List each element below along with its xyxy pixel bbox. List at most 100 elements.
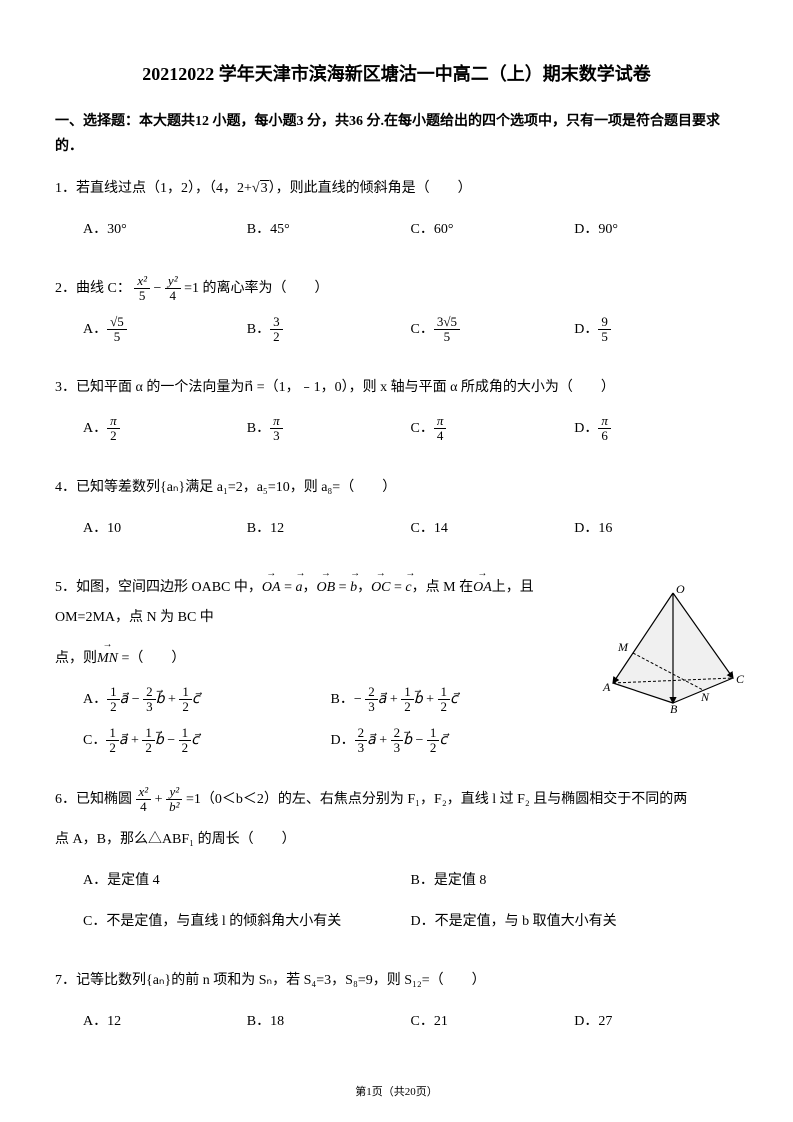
- q5-post3: =（ ）: [118, 651, 185, 666]
- q6-xden: 4: [136, 800, 152, 814]
- q3-fracA: π2: [107, 414, 120, 444]
- q5C-f1: 12: [106, 726, 119, 756]
- q1-optA: A．30°: [83, 215, 247, 246]
- q2-fracB: 32: [270, 315, 283, 345]
- q6-mid: =1（0＜b＜2）的左、右焦点分别为 F₁，F₂，直线 l 过 F₂ 且与椭圆相…: [186, 792, 687, 807]
- q3-text: 3．已知平面 α 的一个法向量为n⃗ =（1，﹣1，0），则 x 轴与平面 α …: [55, 373, 738, 404]
- q2-pre: 2．曲线 C：: [55, 281, 131, 296]
- q5A-c: c⃗: [192, 692, 200, 707]
- q5-c1: ，: [302, 580, 316, 595]
- q3-fracD: π6: [598, 414, 611, 444]
- q5C2n: 1: [142, 726, 155, 741]
- q5B-f3: 12: [438, 685, 451, 715]
- q5D3d: 2: [427, 741, 440, 755]
- q5D2n: 2: [391, 726, 404, 741]
- q1-options: A．30° B．45° C．60° D．90°: [55, 215, 738, 246]
- q5C-a: a⃗: [119, 733, 128, 748]
- q7-optB: B．18: [247, 1007, 411, 1038]
- q5B-f2: 12: [401, 685, 414, 715]
- q5-labA: A．: [83, 692, 107, 707]
- question-5: O A B C M N 5．如图，空间四边形 OABC 中，OA = a，OB …: [55, 573, 738, 757]
- q3-Cden: 4: [434, 429, 447, 443]
- q6-xnum: x²: [136, 785, 152, 800]
- q6-text: 6．已知椭圆 x²4 + y²b² =1（0＜b＜2）的左、右焦点分别为 F₁，…: [55, 785, 738, 816]
- question-2: 2．曲线 C： x²5 − y²4 =1 的离心率为（ ） A．√55 B．32…: [55, 274, 738, 346]
- q2-optD: D．95: [574, 315, 738, 346]
- q2-Anum: √5: [107, 315, 127, 330]
- q4-optB: B．12: [247, 514, 411, 545]
- q7-optA: A．12: [83, 1007, 247, 1038]
- q5A-f1: 12: [107, 685, 120, 715]
- q5B3d: 2: [438, 700, 451, 714]
- q5B-a: a⃗: [378, 692, 387, 707]
- q5A3n: 1: [179, 685, 192, 700]
- q7-options: A．12 B．18 C．21 D．27: [55, 1007, 738, 1038]
- q5D1d: 3: [355, 741, 368, 755]
- q1-post: ），则此直线的倾斜角是（ ）: [269, 181, 472, 196]
- q5-eq1: =: [281, 580, 296, 595]
- q5C-b: b⃗: [155, 733, 164, 748]
- page-title: 20212022 学年天津市滨海新区塘沽一中高二（上）期末数学试卷: [55, 60, 738, 89]
- q5D-f2: 23: [391, 726, 404, 756]
- q2-fracA: √55: [107, 315, 127, 345]
- q5A1d: 2: [107, 700, 120, 714]
- q2-Cnum: 3√5: [434, 315, 460, 330]
- q3-labB: B．: [247, 421, 270, 436]
- q7-optD: D．27: [574, 1007, 738, 1038]
- q3-Dden: 6: [598, 429, 611, 443]
- q5B3n: 1: [438, 685, 451, 700]
- q5C-c: c⃗: [191, 733, 199, 748]
- q5-eq3: =: [391, 580, 406, 595]
- q1-sqrt: 3: [260, 180, 269, 196]
- q2-labC: C．: [411, 322, 434, 337]
- vec-b: b: [350, 573, 357, 604]
- q5-pre: 5．如图，空间四边形 OABC 中，: [55, 580, 262, 595]
- q5D2d: 3: [391, 741, 404, 755]
- q3-fracB: π3: [270, 414, 283, 444]
- vec-c: c: [405, 573, 411, 604]
- q3-labA: A．: [83, 421, 107, 436]
- section-header: 一、选择题：本大题共12 小题，每小题3 分，共36 分.在每小题给出的四个选项…: [55, 109, 738, 159]
- q3-fracC: π4: [434, 414, 447, 444]
- q5C-f2: 12: [142, 726, 155, 756]
- q4-text: 4．已知等差数列{aₙ}满足 a₁=2，a₅=10，则 a₈=（ ）: [55, 473, 738, 504]
- q2-Aden: 5: [107, 330, 127, 344]
- q3-Anum: π: [107, 414, 120, 429]
- q5C1d: 2: [106, 741, 119, 755]
- q5B-b: b⃗: [414, 692, 423, 707]
- q5D-f1: 23: [355, 726, 368, 756]
- q1-optC: C．60°: [411, 215, 575, 246]
- q3-optD: D．π6: [574, 414, 738, 445]
- q4-optD: D．16: [574, 514, 738, 545]
- q5C3n: 1: [179, 726, 192, 741]
- q5D-c: c⃗: [439, 733, 447, 748]
- q5D-a: a⃗: [367, 733, 376, 748]
- q6-frac2: y²b²: [166, 785, 182, 815]
- q2-frac1: x²5: [134, 274, 150, 304]
- q5B-c: c⃗: [450, 692, 458, 707]
- q6-frac1: x²4: [136, 785, 152, 815]
- q6-optA: A．是定值 4: [83, 866, 411, 897]
- q5A-f3: 12: [179, 685, 192, 715]
- q5-c2: ，: [357, 580, 371, 595]
- vec-OC: OC: [371, 573, 390, 604]
- q2-fracD: 95: [598, 315, 611, 345]
- q3-Aden: 2: [107, 429, 120, 443]
- vec-OA: OA: [262, 573, 281, 604]
- q5D-f3: 12: [427, 726, 440, 756]
- q2-xnum: x²: [134, 274, 150, 289]
- tetrahedron-diagram: O A B C M N: [598, 583, 748, 713]
- q6-options: A．是定值 4 B．是定值 8 C．不是定值，与直线 l 的倾斜角大小有关 D．…: [55, 866, 738, 938]
- q5D1n: 2: [355, 726, 368, 741]
- q3-Bnum: π: [270, 414, 283, 429]
- q5-optC: C．12a⃗ + 12b⃗ − 12c⃗: [83, 726, 331, 757]
- question-1: 1．若直线过点（1，2），（4，2+3），则此直线的倾斜角是（ ） A．30° …: [55, 174, 738, 246]
- q5-optA: A．12a⃗ − 23b⃗ + 12c⃗: [83, 685, 331, 716]
- q5B2n: 1: [401, 685, 414, 700]
- q5-optD: D．23a⃗ + 23b⃗ − 12c⃗: [331, 726, 579, 757]
- q6-yden: b²: [166, 800, 182, 814]
- q5B1n: 2: [365, 685, 378, 700]
- question-7: 7．记等比数列{aₙ}的前 n 项和为 Sₙ，若 S₄=3，S₈=9，则 S₁₂…: [55, 966, 738, 1038]
- q2-text: 2．曲线 C： x²5 − y²4 =1 的离心率为（ ）: [55, 274, 738, 305]
- q2-optA: A．√55: [83, 315, 247, 346]
